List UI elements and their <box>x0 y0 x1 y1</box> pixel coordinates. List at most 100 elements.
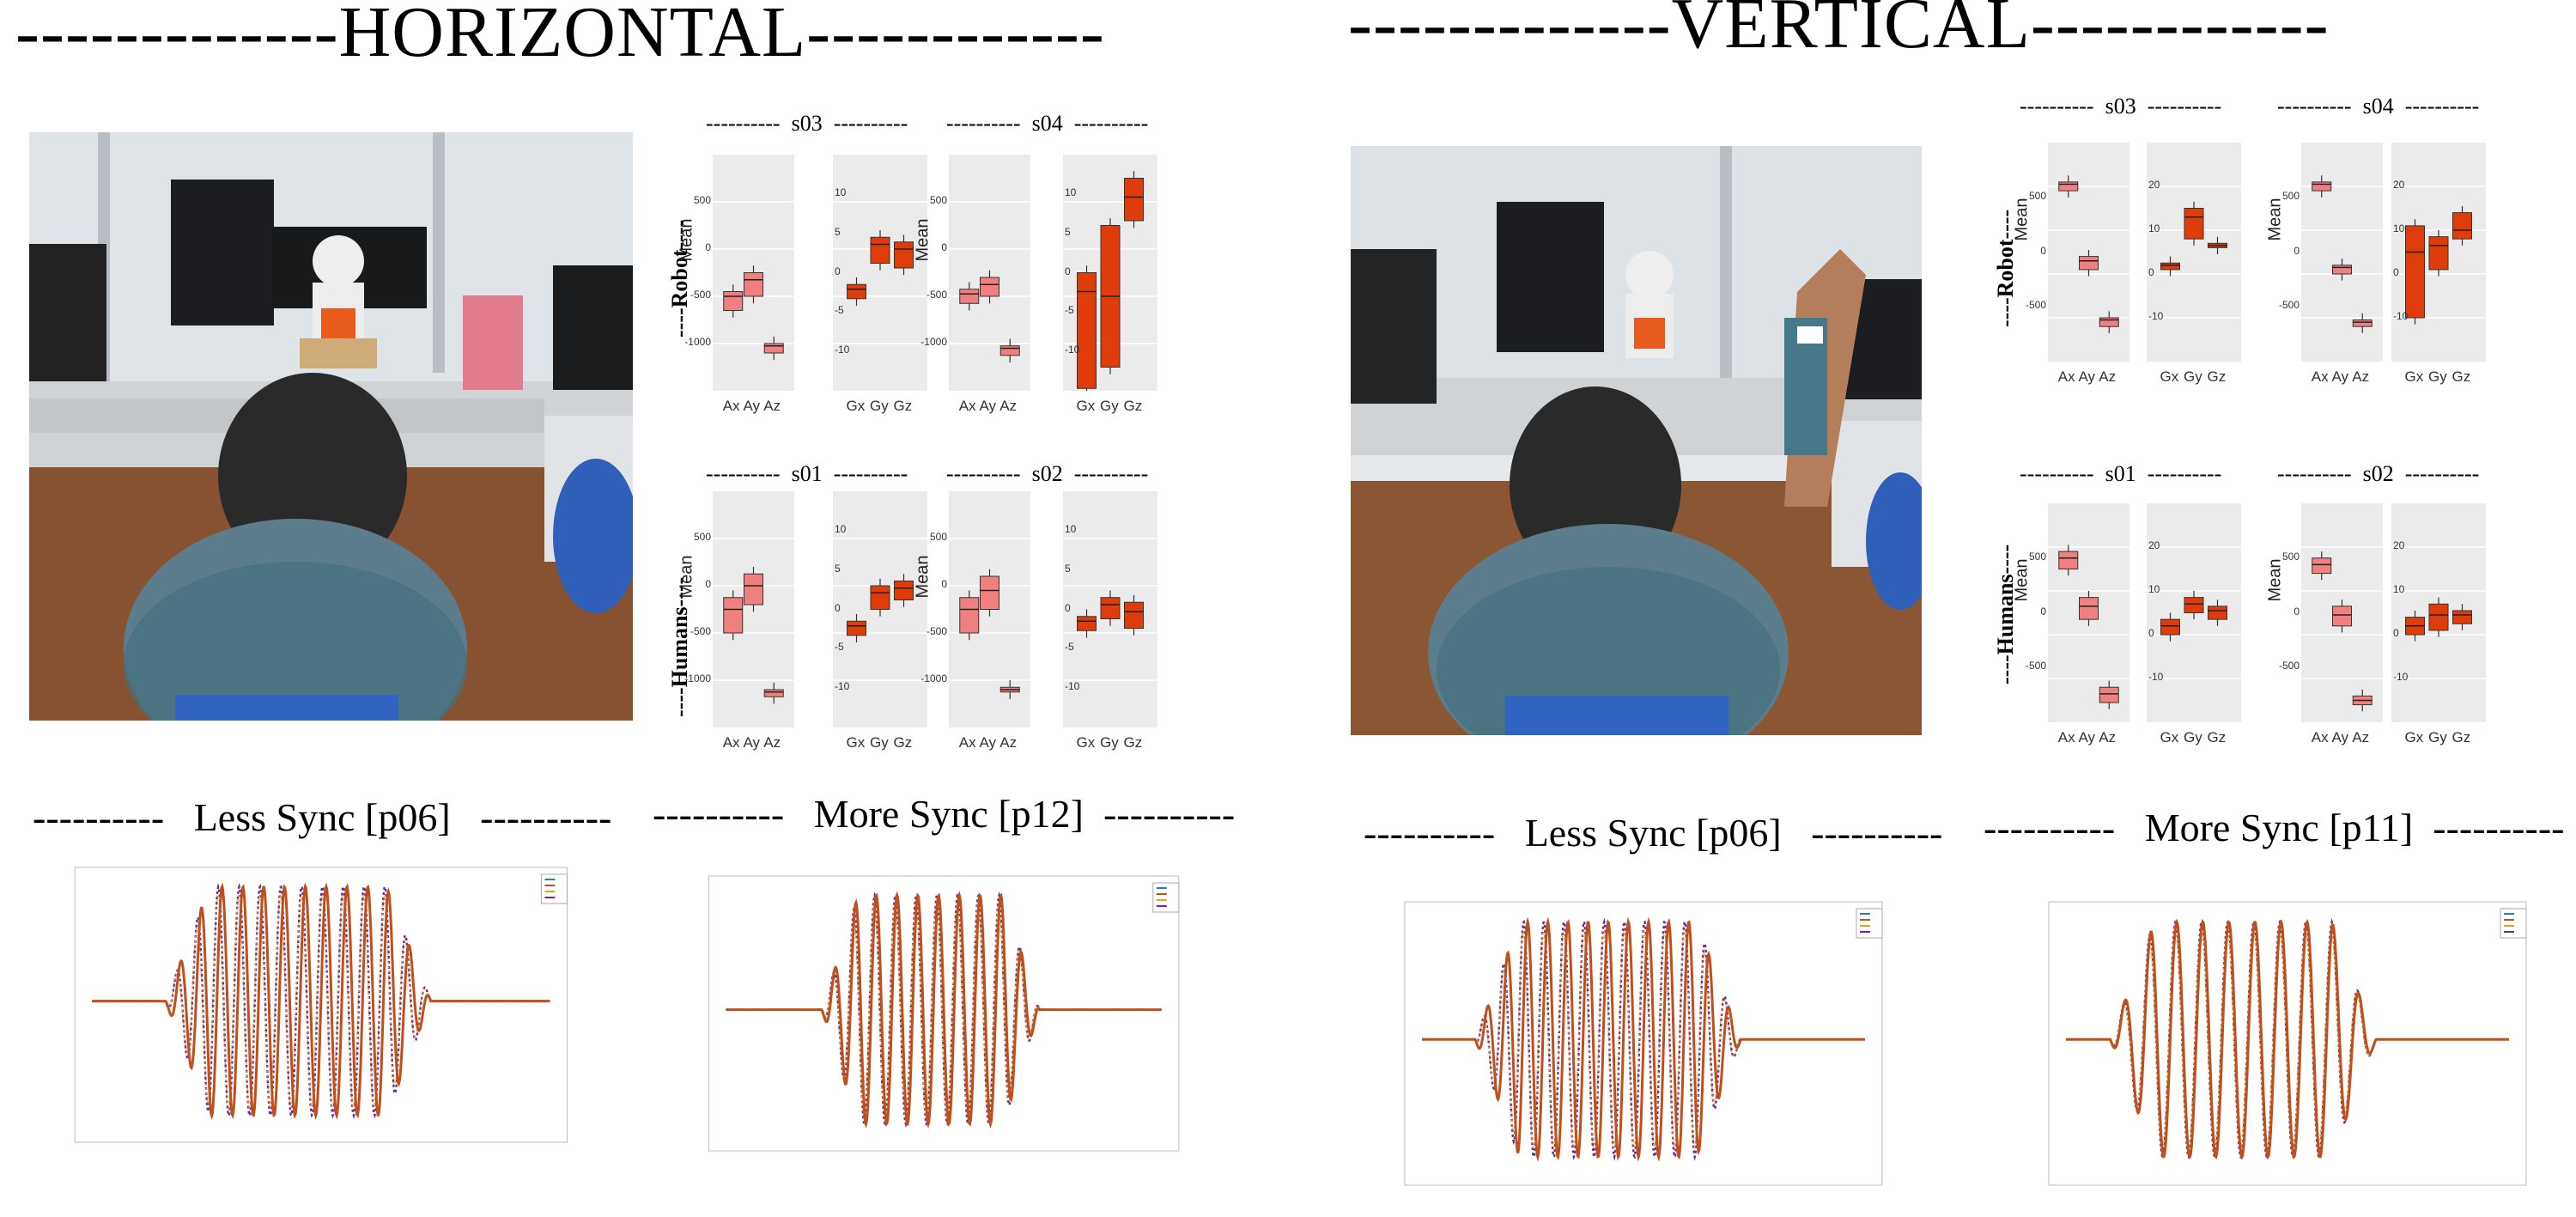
y-tick-label: 500 <box>2281 550 2300 563</box>
y-tick-label: 0 <box>2148 627 2154 639</box>
x-tick-label: Gx <box>2160 729 2179 745</box>
y-tick-label: -10 <box>2148 671 2164 683</box>
dash-left: ---------- <box>2277 461 2352 486</box>
x-tick-label: Ay <box>2078 729 2096 745</box>
gyro-boxplot-svg <box>2147 546 2241 679</box>
y-tick-label: -10 <box>2393 310 2409 322</box>
y-tick-label: 500 <box>693 194 711 206</box>
y-tick-label: -10 <box>2393 671 2409 683</box>
y-tick-label: -500 <box>2278 299 2300 312</box>
y-tick-label: 10 <box>1065 522 1077 535</box>
y-tick-label: 0 <box>705 241 711 253</box>
gyro-boxplot-svg <box>1063 538 1157 681</box>
box <box>2058 551 2079 569</box>
signal-title-v-less: ---------- Less Sync [p06] ---------- <box>1364 812 1942 854</box>
plot-frame <box>74 867 568 1143</box>
box <box>980 277 999 297</box>
box <box>2452 610 2472 624</box>
y-tick-label: 500 <box>2281 189 2300 202</box>
y-tick-label: 0 <box>2393 627 2399 639</box>
acc-panel <box>2048 143 2129 362</box>
signal-title-h-more: ---------- More Sync [p12] ---------- <box>653 794 1235 835</box>
dash-right: ---------- <box>2147 461 2222 486</box>
box <box>1124 601 1144 629</box>
y-tick-label: 0 <box>835 601 841 614</box>
dash-right: ---------- <box>2404 461 2480 486</box>
dash-left: ---------- <box>1364 811 1496 855</box>
x-tick-label: Gx <box>2160 368 2179 385</box>
x-tick-label: Az <box>763 734 781 751</box>
box <box>1077 616 1097 631</box>
box <box>2160 618 2180 636</box>
acc-boxplot-svg <box>713 538 794 704</box>
y-tick-label: -500 <box>690 289 711 301</box>
box <box>723 291 744 311</box>
box <box>2079 256 2099 271</box>
box <box>2079 597 2099 620</box>
y-tick-label: -500 <box>926 289 947 301</box>
acc-panel <box>2301 503 2383 722</box>
signal-plot-h-less <box>74 867 568 1143</box>
y-tick-label: 20 <box>2393 539 2405 551</box>
y-tick-label: 10 <box>835 186 847 198</box>
acc-boxplot-svg <box>949 538 1030 699</box>
dash-right: ---------- <box>2147 94 2222 119</box>
gyro-boxplot-svg <box>1063 171 1157 396</box>
dash-right: ---------- <box>480 795 612 839</box>
x-tick-label: Az <box>763 398 781 414</box>
boxplot-title: ---------- s04 ---------- <box>2277 94 2479 119</box>
y-tick-label: -5 <box>835 641 844 654</box>
box <box>980 575 999 610</box>
box <box>894 581 914 600</box>
acc-boxplot-svg <box>2301 175 2383 333</box>
boxplot-title: ---------- s03 ---------- <box>2020 94 2221 119</box>
y-tick-label: 0 <box>1065 265 1071 277</box>
y-tick-label: 500 <box>693 531 711 543</box>
y-tick-label: -10 <box>835 680 850 693</box>
y-tick-label: -1000 <box>920 336 947 348</box>
y-tick-label: -10 <box>1065 680 1080 693</box>
box <box>847 620 866 636</box>
x-tick-label: Gx <box>2404 368 2424 385</box>
y-tick-label: 0 <box>2040 244 2046 257</box>
box <box>2332 605 2352 627</box>
acc-boxplot-svg <box>2301 546 2383 712</box>
y-tick-label: -1000 <box>684 336 711 348</box>
x-tick-label: Ax <box>722 734 740 751</box>
box <box>870 585 890 610</box>
y-tick-label: 0 <box>941 578 947 590</box>
robot-signal-line <box>726 891 1162 1129</box>
y-tick-label: -5 <box>1065 304 1074 317</box>
x-tick-label: Ay <box>979 734 997 751</box>
subject-label: s02 <box>1031 461 1063 486</box>
dash-right: ---------- <box>1073 461 1149 486</box>
dash-right: ---------- <box>1811 811 1943 855</box>
y-tick-label: 10 <box>2393 222 2405 234</box>
y-tick-label: 500 <box>929 531 947 543</box>
subject-label: s03 <box>791 111 823 136</box>
y-tick-label: -5 <box>835 304 844 317</box>
box <box>894 241 914 269</box>
x-tick-label: Gz <box>1123 398 1143 414</box>
x-tick-label: Gy <box>1100 398 1119 414</box>
gyro-boxplot-svg <box>2391 186 2486 325</box>
x-tick-label: Gx <box>1076 734 1096 751</box>
box <box>1124 178 1144 222</box>
acc-panel <box>949 155 1030 391</box>
box <box>2184 208 2204 240</box>
x-tick-label: Ax <box>2057 368 2075 385</box>
signal-title-text: Less Sync [p06] <box>193 795 451 839</box>
x-tick-label: Ay <box>2331 368 2349 385</box>
y-tick-label: -10 <box>1065 344 1080 356</box>
acc-panel <box>2301 143 2383 362</box>
box <box>723 597 744 634</box>
dash-left: ---------- <box>946 461 1021 486</box>
box <box>763 343 784 354</box>
subject-label: s01 <box>2105 461 2136 486</box>
signal-title-text: More Sync [p11] <box>2144 806 2414 849</box>
dash-left: ---------- <box>706 111 781 136</box>
x-tick-label: Gx <box>846 398 866 414</box>
mean-axis-label: Mean <box>677 217 696 262</box>
box <box>2184 597 2204 614</box>
x-tick-label: Gz <box>893 734 913 751</box>
